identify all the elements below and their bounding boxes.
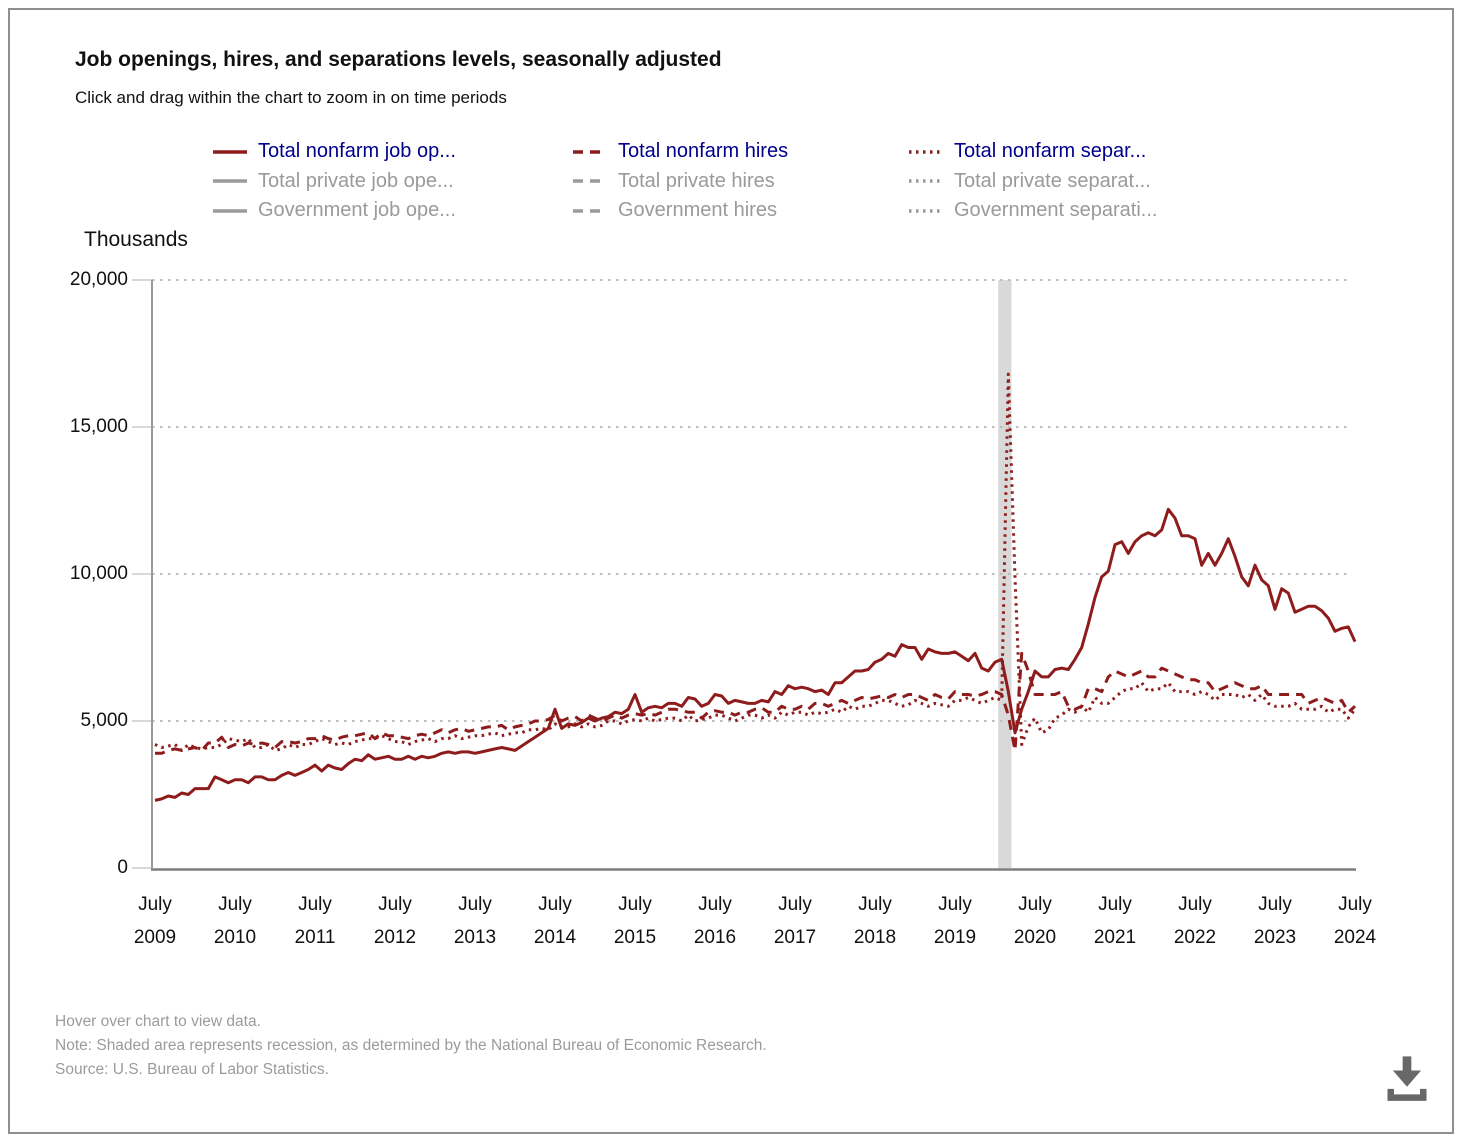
- download-button[interactable]: [1374, 1048, 1440, 1108]
- hover-hint-text: Hover over chart to view data.: [55, 1013, 261, 1030]
- x-axis-tick-label: July 2012: [373, 894, 417, 948]
- x-axis-tick-label: July 2019: [933, 894, 977, 948]
- y-axis-tick-label: 20,000: [69, 269, 128, 290]
- recession-note-text: Note: Shaded area represents recession, …: [55, 1037, 767, 1054]
- x-axis-tick-label: July 2017: [773, 894, 817, 948]
- x-axis-tick-label: July 2010: [213, 894, 257, 948]
- series-line: [154, 372, 1357, 752]
- legend-item-label: Government separati...: [954, 199, 1158, 222]
- series-line: [155, 651, 1356, 755]
- legend-item[interactable]: Total private job ope...: [212, 167, 456, 197]
- chart-footer: Hover over chart to view data. Note: Sha…: [55, 1010, 767, 1082]
- x-axis-tick-label: July 2014: [533, 894, 577, 948]
- legend-item[interactable]: Total nonfarm hires: [572, 137, 788, 167]
- widget-border: [8, 8, 1454, 1134]
- x-axis-tick-label: July 2018: [853, 894, 897, 948]
- x-axis-tick-label: July 2020: [1013, 894, 1057, 948]
- legend-item-label: Government hires: [618, 199, 777, 222]
- chart-subtitle: Click and drag within the chart to zoom …: [75, 88, 507, 107]
- legend-item-label: Total nonfarm job op...: [258, 140, 456, 163]
- legend-item-label: Total private separat...: [954, 169, 1151, 192]
- x-axis-tick-label: July 2013: [453, 894, 497, 948]
- legend-item-label: Total nonfarm separ...: [954, 140, 1147, 163]
- legend-line-solid-icon: [213, 179, 247, 183]
- source-text: Source: U.S. Bureau of Labor Statistics.: [55, 1061, 329, 1078]
- legend-item[interactable]: Total nonfarm job op...: [212, 137, 456, 167]
- download-icon: [1387, 1055, 1427, 1101]
- legend-line-dashed-icon: [573, 150, 607, 154]
- y-axis-tick-label: 10,000: [69, 563, 128, 584]
- y-axis-tick-label: 5,000: [80, 710, 128, 731]
- legend-line-dotted-icon: [909, 150, 943, 154]
- page-title: Job openings, hires, and separations lev…: [75, 48, 722, 71]
- y-axis-unit-label: Thousands: [84, 228, 188, 251]
- legend-line-dashed-icon: [573, 179, 607, 183]
- legend-item[interactable]: Total private separat...: [908, 167, 1157, 197]
- y-axis-tick-label: 15,000: [69, 416, 128, 437]
- x-axis-tick-label: July 2009: [133, 894, 177, 948]
- legend-line-dashed-icon: [573, 209, 607, 213]
- x-axis-tick-label: July 2023: [1253, 894, 1297, 948]
- legend-item-label: Total private job ope...: [258, 169, 454, 192]
- legend: Total nonfarm job op... Total private job…: [0, 137, 1462, 229]
- legend-item-label: Total nonfarm hires: [618, 140, 789, 163]
- legend-line-dotted-icon: [909, 179, 943, 183]
- x-axis-tick-label: July 2022: [1173, 894, 1217, 948]
- legend-item[interactable]: Government separati...: [908, 196, 1157, 226]
- x-axis-tick-label: July 2016: [693, 894, 737, 948]
- legend-item-label: Government job ope...: [258, 199, 456, 222]
- x-axis-tick-label: July 2021: [1093, 894, 1137, 948]
- legend-line-solid-icon: [213, 150, 247, 154]
- y-axis-tick-label: 0: [117, 857, 128, 878]
- legend-item[interactable]: Government job ope...: [212, 196, 456, 226]
- legend-item[interactable]: Total private hires: [572, 167, 788, 197]
- x-axis-tick-label: July 2011: [294, 894, 336, 948]
- legend-item[interactable]: Total nonfarm separ...: [908, 137, 1157, 167]
- legend-item-label: Total private hires: [618, 169, 775, 192]
- series-line: [154, 507, 1357, 802]
- legend-line-solid-icon: [213, 209, 247, 213]
- x-axis-tick-label: July 2024: [1333, 894, 1377, 948]
- x-axis-tick-label: July 2015: [613, 894, 657, 948]
- legend-item[interactable]: Government hires: [572, 196, 788, 226]
- legend-line-dotted-icon: [909, 209, 943, 213]
